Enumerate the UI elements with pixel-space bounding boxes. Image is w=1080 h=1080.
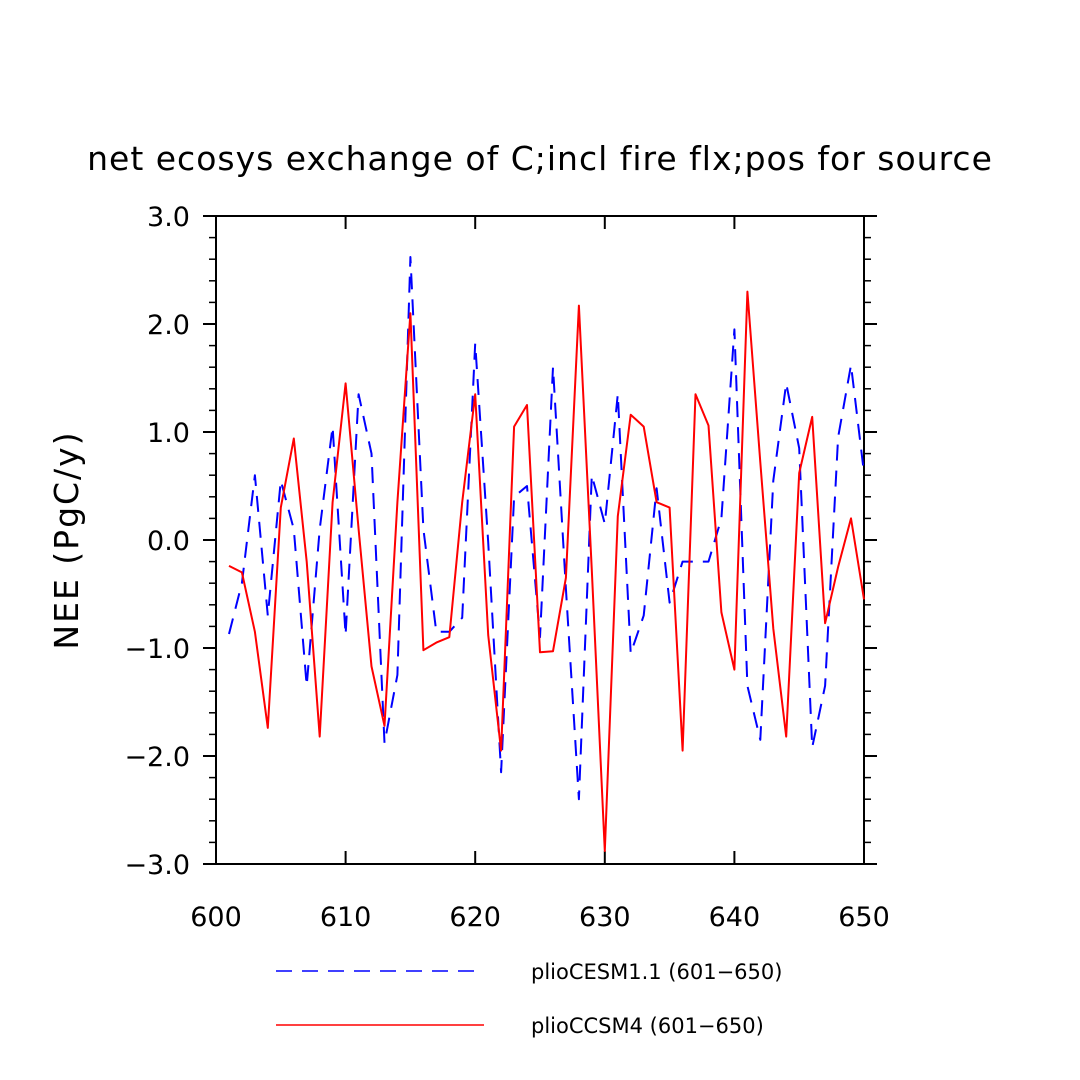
y-tick-label: −1.0 (124, 634, 190, 665)
x-tick-label: 640 (709, 902, 761, 933)
series-line-0 (228, 256, 865, 801)
x-tick-label: 650 (838, 902, 890, 933)
x-tick-label: 620 (449, 902, 501, 933)
x-tick-label: 610 (320, 902, 372, 933)
x-tick-label: 600 (190, 902, 242, 933)
y-tick-label: −3.0 (124, 850, 190, 881)
legend-label-0: plioCESM1.1 (601−650) (531, 960, 782, 984)
y-tick-label: −2.0 (124, 742, 190, 773)
y-tick-label: 2.0 (147, 310, 190, 341)
x-tick-label: 630 (579, 902, 631, 933)
y-tick-label: 0.0 (147, 526, 190, 557)
plot-area: 600 610 620 630 640 650 −3.0 −2.0 −1.0 0.0 1.0 2.0 3… (124, 202, 889, 933)
legend: plioCESM1.1 (601−650) plioCCSM4 (601−650) (276, 960, 782, 1038)
y-tick-label: 3.0 (147, 202, 190, 233)
y-axis-label-group: NEE (PgC/y) (47, 430, 86, 649)
y-axis-label: NEE (PgC/y) (47, 430, 86, 649)
y-tick-label: 1.0 (147, 418, 190, 449)
series-line-1 (228, 290, 865, 852)
legend-label-1: plioCCSM4 (601−650) (531, 1014, 764, 1038)
chart-title: net ecosys exchange of C;incl fire flx;p… (87, 139, 993, 178)
